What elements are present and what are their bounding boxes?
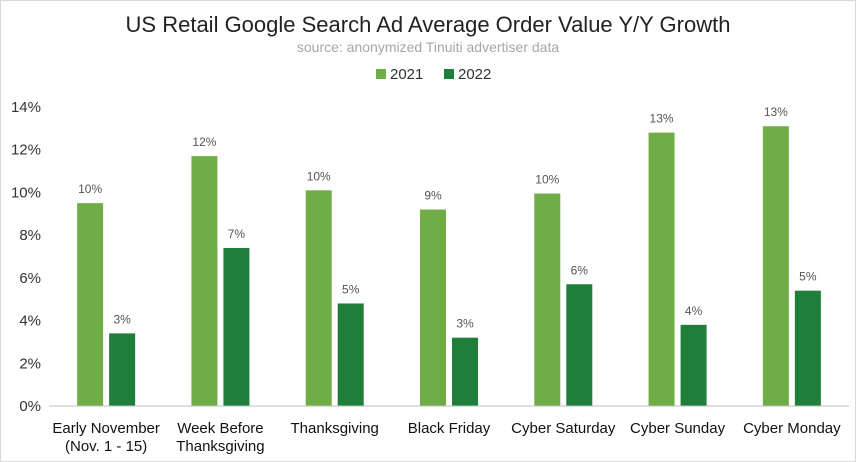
- legend-label-2022: 2022: [458, 66, 491, 83]
- legend-swatch-2022: [444, 69, 454, 79]
- y-tick-label: 6%: [19, 270, 41, 287]
- data-label-2021-5: 13%: [650, 112, 674, 126]
- x-category-label: Early November (Nov. 1 - 15): [52, 420, 160, 455]
- data-label-2022-0: 3%: [113, 312, 131, 326]
- y-tick-label: 12%: [11, 142, 41, 159]
- bar-2022-1: [223, 247, 250, 406]
- data-label-2021-4: 10%: [535, 172, 559, 186]
- x-category-label: Cyber Saturday: [511, 420, 616, 437]
- y-tick-label: 2%: [19, 355, 41, 372]
- data-label-2021-3: 9%: [424, 189, 442, 203]
- y-tick-label: 14%: [11, 99, 41, 116]
- data-label-2021-1: 12%: [192, 135, 216, 149]
- x-category-label: Black Friday: [408, 420, 491, 437]
- data-label-2021-2: 10%: [307, 169, 331, 183]
- bar-2021-6: [762, 126, 789, 406]
- bar-2022-4: [566, 284, 593, 406]
- chart-title: US Retail Google Search Ad Average Order…: [126, 12, 731, 37]
- x-category-label: Thanksgiving: [291, 420, 379, 437]
- data-label-2022-5: 4%: [685, 304, 703, 318]
- x-category-label: Cyber Monday: [743, 420, 841, 437]
- bar-2021-4: [534, 193, 561, 406]
- bar-2022-6: [794, 290, 821, 406]
- bar-2022-3: [452, 337, 478, 406]
- bar-2022-0: [109, 333, 136, 406]
- x-category-label: Week Before Thanksgiving: [176, 420, 264, 455]
- data-label-2022-2: 5%: [342, 282, 360, 296]
- y-tick-label: 4%: [19, 313, 41, 330]
- bars: 10% 3% 12% 7% 10% 5% 9% 3% 10% 6% 13% 4% 13% 5%: [77, 105, 821, 406]
- data-label-2022-6: 5%: [799, 270, 817, 284]
- data-label-2022-3: 3%: [456, 317, 474, 331]
- y-tick-label: 8%: [19, 227, 41, 244]
- legend-swatch-2021: [376, 69, 386, 79]
- data-label-2022-1: 7%: [228, 227, 246, 241]
- bar-2022-2: [337, 303, 364, 406]
- data-label-2022-4: 6%: [571, 263, 589, 277]
- bar-2021-2: [305, 190, 332, 406]
- data-label-2021-6: 13%: [764, 105, 788, 119]
- chart-subtitle: source: anonymized Tinuiti advertiser da…: [297, 39, 559, 55]
- bar-2021-1: [191, 156, 218, 406]
- x-axis: Early November (Nov. 1 - 15) Week Before Th…: [49, 405, 849, 455]
- bar-2021-0: [77, 203, 104, 406]
- y-axis: 0% 2% 4% 6% 8% 10% 12% 14%: [11, 99, 41, 415]
- data-label-2021-0: 10%: [78, 182, 102, 196]
- legend-label-2021: 2021: [390, 66, 423, 83]
- x-category-label: Cyber Sunday: [630, 420, 726, 437]
- legend: 2021 2022: [376, 66, 491, 83]
- y-tick-label: 10%: [11, 184, 41, 201]
- y-tick-label: 0%: [19, 398, 41, 415]
- bar-2022-5: [680, 324, 707, 406]
- bar-2021-3: [420, 209, 446, 406]
- bar-2021-5: [648, 132, 675, 406]
